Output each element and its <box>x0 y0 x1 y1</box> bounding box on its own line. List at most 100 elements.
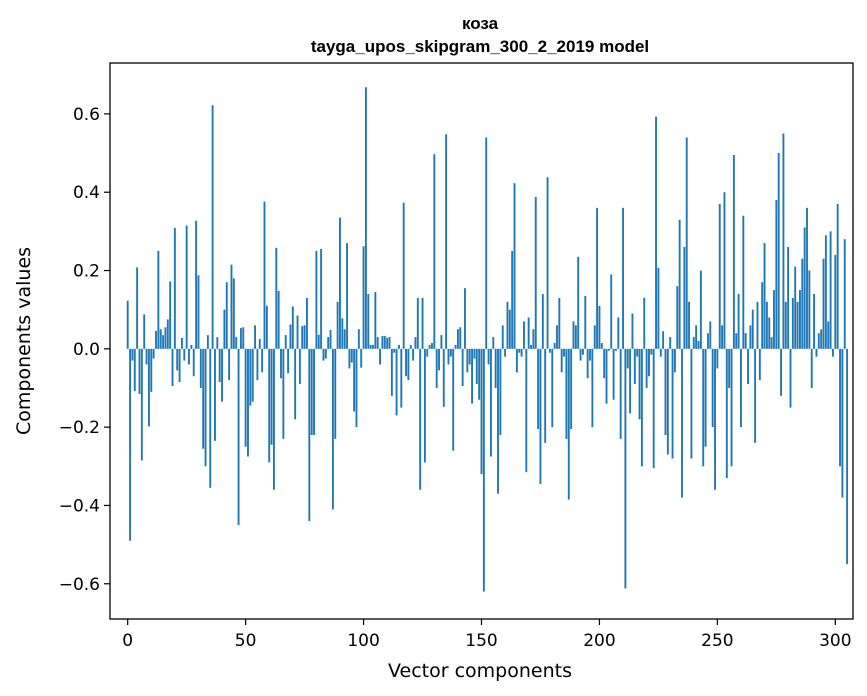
chart-subtitle: tayga_upos_skipgram_300_2_2019 model <box>311 37 649 56</box>
bar <box>664 348 667 435</box>
bar <box>761 282 764 349</box>
bar <box>539 348 542 484</box>
bar <box>523 321 525 349</box>
bar <box>239 328 242 349</box>
bar <box>221 348 223 402</box>
bar <box>735 333 738 349</box>
bar <box>633 348 636 385</box>
bar <box>435 348 438 388</box>
bar <box>322 348 325 361</box>
bar <box>655 116 657 349</box>
bar <box>284 335 287 349</box>
bar <box>820 329 823 349</box>
bar <box>765 301 768 349</box>
bar <box>513 183 516 349</box>
bar <box>716 348 719 369</box>
bar <box>388 337 391 349</box>
bar <box>581 348 584 355</box>
bar <box>532 329 535 349</box>
bar <box>619 348 622 439</box>
bar <box>331 348 334 510</box>
bar <box>150 348 153 392</box>
bar <box>360 348 363 368</box>
bar <box>723 192 726 349</box>
bar <box>624 348 627 589</box>
bar <box>584 295 587 349</box>
bar <box>787 247 790 349</box>
bar <box>195 220 198 349</box>
bar <box>348 348 351 369</box>
bar <box>494 348 497 388</box>
bar <box>152 348 155 359</box>
bar <box>711 348 714 428</box>
bar <box>541 294 544 349</box>
bar <box>438 348 440 371</box>
bar <box>254 325 257 349</box>
bar <box>263 201 266 349</box>
bar <box>775 200 778 349</box>
bar <box>228 348 231 381</box>
bar <box>303 325 306 349</box>
bar <box>454 344 457 349</box>
bar <box>683 247 686 349</box>
bar <box>275 247 278 349</box>
bar <box>381 335 384 349</box>
bar <box>249 348 252 406</box>
bar <box>810 348 813 388</box>
bar <box>546 177 549 349</box>
bar <box>515 348 518 373</box>
bar <box>560 348 563 373</box>
bar <box>390 348 393 396</box>
bar <box>428 344 431 349</box>
bar <box>291 306 294 349</box>
bar <box>414 337 417 349</box>
bar <box>714 348 716 490</box>
bar <box>449 348 452 357</box>
bar <box>473 348 476 359</box>
bar <box>181 337 183 349</box>
bar <box>202 348 205 449</box>
bar <box>593 325 596 349</box>
bar <box>272 348 275 490</box>
x-axis-label: Vector components <box>388 660 572 682</box>
bar <box>296 315 299 349</box>
bar <box>374 292 377 349</box>
bar <box>324 348 327 359</box>
bar <box>282 348 285 439</box>
bar <box>551 348 554 428</box>
bar <box>159 329 162 349</box>
bar <box>346 243 348 349</box>
bar <box>681 348 683 498</box>
bar <box>678 219 681 349</box>
y-tick-label: 0.6 <box>73 105 100 125</box>
bar <box>579 348 582 361</box>
bar <box>461 348 464 387</box>
bar <box>846 348 849 565</box>
bar <box>652 348 655 469</box>
bar <box>763 243 766 349</box>
bar <box>822 258 825 349</box>
bar <box>600 342 603 349</box>
bar <box>431 342 433 349</box>
bar <box>206 335 209 349</box>
y-tick-label: −0.6 <box>59 575 100 595</box>
bar <box>197 275 200 349</box>
bar <box>209 348 212 488</box>
bar <box>742 215 745 349</box>
bar <box>456 329 459 349</box>
bar <box>749 325 752 349</box>
bar <box>527 317 530 349</box>
y-tick-label: −0.2 <box>59 418 100 438</box>
bar <box>640 348 643 467</box>
bar <box>732 155 735 349</box>
bar <box>650 348 653 355</box>
bar <box>631 313 634 349</box>
bar <box>808 270 811 349</box>
y-axis-label: Components values <box>13 247 35 435</box>
bar <box>659 348 662 357</box>
bar <box>214 348 216 441</box>
bar <box>447 348 450 365</box>
bar <box>216 337 219 349</box>
bar <box>464 288 466 349</box>
bar <box>728 348 731 388</box>
